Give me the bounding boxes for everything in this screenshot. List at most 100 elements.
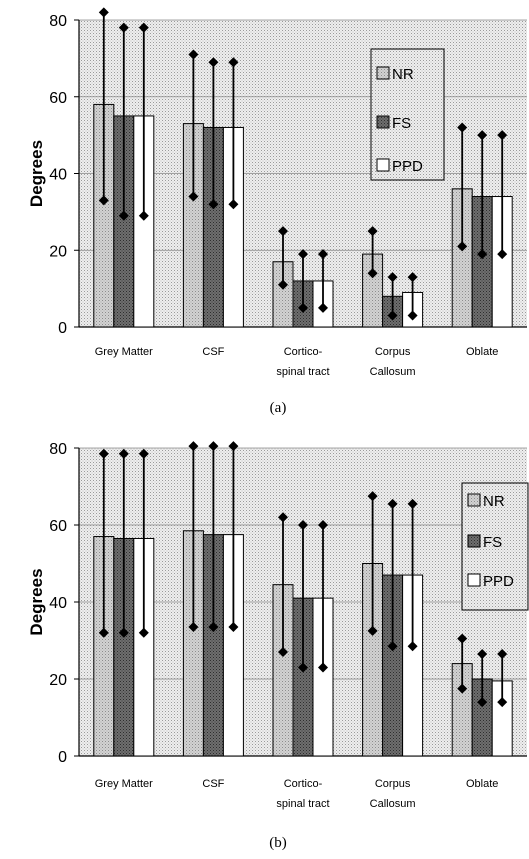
legend-label: PPD bbox=[483, 573, 514, 590]
error-marker-high bbox=[188, 441, 199, 452]
error-marker-low bbox=[407, 310, 418, 321]
legend-swatch bbox=[467, 493, 481, 507]
error-marker-high bbox=[387, 272, 398, 283]
legend-label: PPD bbox=[392, 158, 423, 175]
error-marker-high bbox=[138, 448, 149, 459]
error-marker-high bbox=[298, 520, 308, 530]
error-marker-low bbox=[118, 210, 129, 221]
legend-label: FS bbox=[392, 115, 411, 132]
error-marker-low bbox=[387, 641, 398, 652]
error-marker-low bbox=[138, 210, 149, 221]
error-marker-high bbox=[407, 272, 418, 283]
error-marker-high bbox=[228, 441, 239, 452]
error-marker-low bbox=[457, 683, 468, 694]
y-tick-label: 80 bbox=[49, 441, 67, 458]
legend-swatch bbox=[467, 573, 481, 587]
error-marker-high bbox=[477, 648, 488, 659]
error-marker-low bbox=[118, 627, 129, 638]
error-marker-high bbox=[318, 249, 328, 260]
y-tick-label: 20 bbox=[49, 243, 67, 260]
category-label: Corpus bbox=[375, 778, 411, 790]
chart-panel-b: 0 20 40 60 80 Degrees Grey Matter CSF Cortico-sp… bbox=[27, 441, 529, 851]
category-label: Callosum bbox=[370, 366, 416, 378]
legend-label: FS bbox=[483, 534, 502, 551]
error-marker-high bbox=[98, 448, 109, 459]
legend-swatch bbox=[376, 66, 390, 80]
error-marker-high bbox=[98, 7, 109, 18]
y-axis-label: Degrees bbox=[27, 140, 46, 207]
error-marker-high bbox=[298, 249, 308, 260]
error-marker-high bbox=[228, 57, 239, 68]
error-marker-low bbox=[298, 302, 308, 313]
y-tick-label: 0 bbox=[58, 749, 67, 766]
panel-caption: (a) bbox=[270, 400, 287, 416]
error-marker-high bbox=[367, 491, 378, 502]
error-marker-high bbox=[208, 441, 219, 452]
category-label: Grey Matter bbox=[95, 346, 153, 358]
error-marker-high bbox=[497, 130, 508, 141]
error-marker-low bbox=[318, 662, 328, 673]
category-label: Corpus bbox=[375, 346, 411, 358]
error-marker-low bbox=[497, 697, 508, 708]
error-marker-high bbox=[367, 226, 378, 237]
error-marker-low bbox=[318, 302, 328, 313]
y-tick-label: 40 bbox=[49, 167, 67, 184]
error-marker-low bbox=[138, 627, 149, 638]
error-marker-low bbox=[188, 622, 199, 633]
error-marker-high bbox=[278, 512, 288, 523]
error-marker-high bbox=[318, 520, 328, 530]
y-tick-label: 60 bbox=[49, 518, 67, 535]
error-marker-low bbox=[457, 241, 468, 252]
error-marker-low bbox=[278, 647, 288, 658]
error-marker-high bbox=[208, 57, 219, 68]
category-label: CSF bbox=[202, 778, 224, 790]
error-marker-high bbox=[477, 130, 488, 141]
legend-label: NR bbox=[392, 66, 414, 83]
error-marker-low bbox=[387, 310, 398, 321]
error-marker-low bbox=[367, 268, 378, 279]
error-marker-high bbox=[118, 22, 129, 33]
error-marker-high bbox=[278, 226, 288, 237]
legend-swatch bbox=[376, 115, 390, 129]
panel-caption: (b) bbox=[269, 835, 287, 851]
y-tick-label: 80 bbox=[49, 13, 67, 30]
error-marker-low bbox=[228, 622, 239, 633]
error-marker-high bbox=[138, 22, 149, 33]
y-tick-label: 40 bbox=[49, 595, 67, 612]
error-marker-low bbox=[208, 199, 219, 210]
y-tick-label: 0 bbox=[58, 320, 67, 337]
category-label: CSF bbox=[202, 346, 224, 358]
error-marker-high bbox=[457, 122, 468, 133]
y-tick-label: 60 bbox=[49, 90, 67, 107]
y-tick-label: 20 bbox=[49, 672, 67, 689]
legend-swatch bbox=[376, 158, 390, 172]
error-marker-low bbox=[497, 249, 508, 260]
legend-swatch bbox=[467, 534, 481, 548]
category-label: Oblate bbox=[466, 346, 498, 358]
error-marker-high bbox=[118, 448, 129, 459]
category-label: Cortico- bbox=[284, 346, 323, 358]
error-marker-high bbox=[497, 648, 508, 659]
category-label: spinal tract bbox=[276, 366, 329, 378]
error-marker-high bbox=[188, 49, 199, 60]
error-marker-low bbox=[228, 199, 239, 210]
category-label: Callosum bbox=[370, 798, 416, 810]
error-marker-low bbox=[98, 195, 109, 206]
error-marker-high bbox=[387, 498, 398, 509]
error-marker-high bbox=[407, 498, 418, 509]
error-marker-low bbox=[208, 622, 219, 633]
category-label: spinal tract bbox=[276, 798, 329, 810]
category-label: Grey Matter bbox=[95, 778, 153, 790]
chart-panel-a: 0 20 40 60 80 Degrees Grey Matter CSF Cortico-sp… bbox=[27, 7, 527, 416]
error-marker-high bbox=[457, 633, 468, 644]
y-axis-label: Degrees bbox=[27, 568, 46, 635]
legend-label: NR bbox=[483, 493, 505, 510]
error-marker-low bbox=[278, 279, 288, 290]
error-marker-low bbox=[98, 627, 109, 638]
error-marker-low bbox=[298, 662, 308, 673]
error-marker-low bbox=[477, 697, 488, 708]
category-label: Oblate bbox=[466, 778, 498, 790]
category-label: Cortico- bbox=[284, 778, 323, 790]
error-marker-low bbox=[407, 641, 418, 652]
